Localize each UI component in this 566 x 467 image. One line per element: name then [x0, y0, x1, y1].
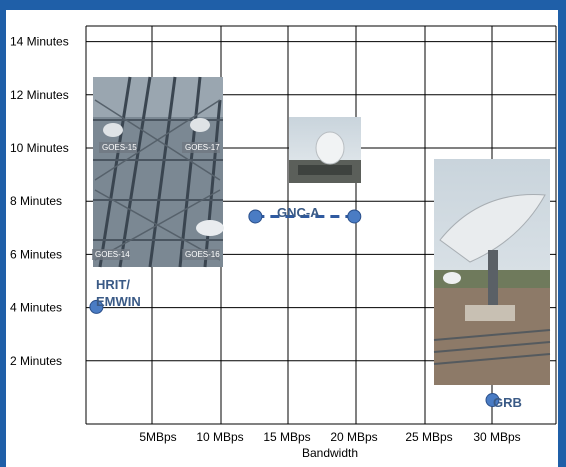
grb-dish-photo [433, 159, 551, 385]
photo-label: GOES-14 [95, 250, 130, 259]
x-tick-label: 30 MBps [473, 430, 520, 444]
data-point [485, 393, 500, 408]
photos [93, 76, 551, 385]
x-tick-label: 15 MBps [263, 430, 310, 444]
frame-left-bar [0, 0, 6, 467]
x-tick-label: 10 MBps [196, 430, 243, 444]
x-tick-label: 25 MBps [405, 430, 452, 444]
frame-right-bar [558, 0, 566, 467]
photo-label-bg [99, 142, 137, 153]
y-tick-label: 4 Minutes [10, 301, 62, 315]
gnca-dish-photo [289, 117, 361, 183]
x-tick-label: 20 MBps [330, 430, 377, 444]
antenna-tower-photo [93, 76, 224, 268]
data-points [89, 209, 500, 408]
y-tick-label: 10 Minutes [10, 141, 69, 155]
photo-label-bg [182, 249, 220, 260]
photo-label-bg [182, 142, 220, 153]
data-point [248, 209, 263, 224]
y-tick-label: 8 Minutes [10, 194, 62, 208]
annotation-hrit: EMWIN [96, 294, 141, 309]
y-tick-label: 2 Minutes [10, 354, 62, 368]
y-tick-label: 6 Minutes [10, 247, 62, 261]
photo-label: GOES-17 [185, 143, 220, 152]
annotation-hrit: HRIT/ [96, 277, 130, 292]
y-tick-label: 14 Minutes [10, 35, 69, 49]
y-tick-label: 12 Minutes [10, 88, 69, 102]
x-tick-label: 5MBps [139, 430, 176, 444]
data-point [89, 299, 104, 314]
photo-label: GOES-15 [102, 143, 137, 152]
photo-label-bg [92, 249, 130, 260]
annotation-grb: GRB [493, 395, 522, 410]
x-axis-label: Bandwidth [302, 446, 358, 460]
data-point [347, 209, 362, 224]
frame-top-bar [0, 0, 566, 10]
annotation-gnca: GNC-A [277, 205, 320, 220]
photo-label: GOES-16 [185, 250, 220, 259]
labels: 2 Minutes 4 Minutes 6 Minutes 8 Minutes 10 M… [10, 35, 522, 460]
